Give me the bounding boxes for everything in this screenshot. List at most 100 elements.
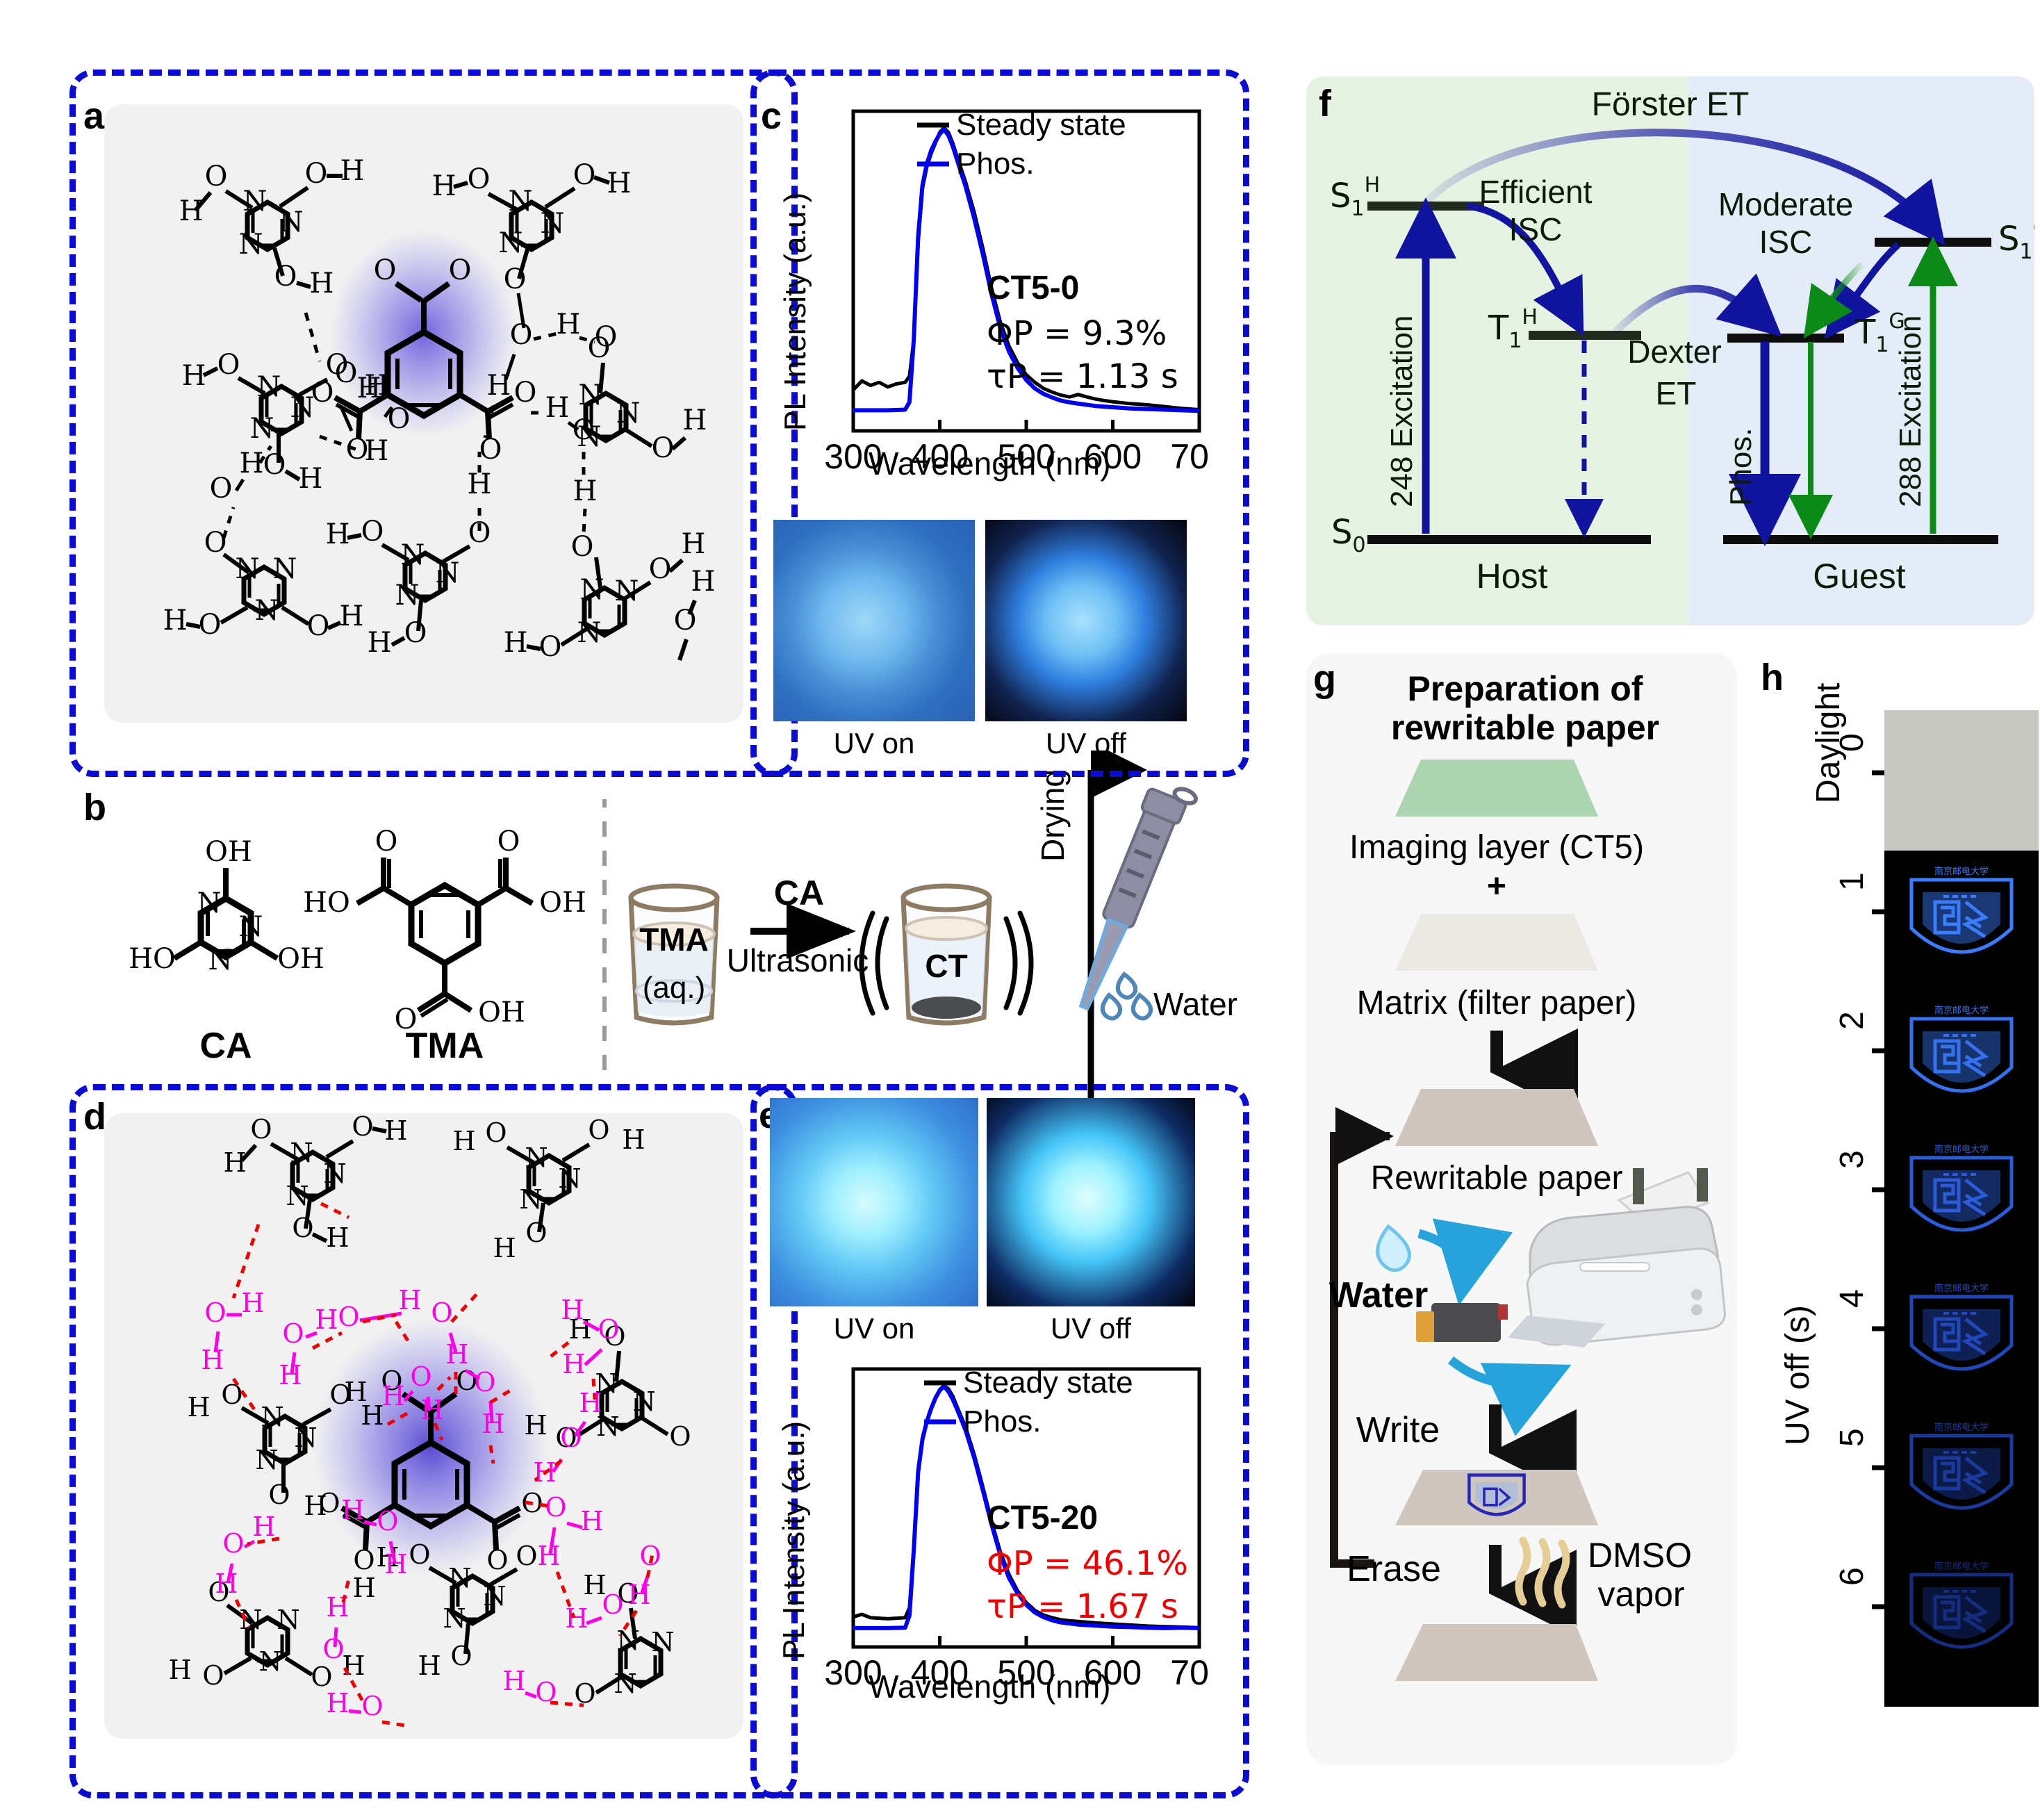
panel-h-tick-6: 6 bbox=[1834, 1567, 1870, 1586]
panel-e-photo-uvon bbox=[770, 1098, 978, 1306]
svg-text:O: O bbox=[353, 1545, 375, 1575]
svg-text:N: N bbox=[239, 229, 263, 261]
svg-text:O: O bbox=[221, 1379, 242, 1410]
arrow-label-bottom: Ultrasonic bbox=[727, 942, 869, 978]
svg-text:H: H bbox=[627, 1580, 650, 1610]
panel-f-label: f bbox=[1319, 83, 1331, 124]
svg-text:Phos.: Phos. bbox=[963, 1404, 1042, 1438]
svg-text:N: N bbox=[436, 557, 460, 589]
svg-text:N: N bbox=[208, 944, 233, 976]
label-rewritable-paper: Rewritable paper bbox=[1371, 1160, 1623, 1197]
svg-text:O: O bbox=[450, 1641, 472, 1671]
svg-text:H: H bbox=[607, 167, 632, 199]
svg-text:O: O bbox=[479, 434, 502, 466]
panel-c-label: c bbox=[761, 95, 782, 137]
svg-text:O: O bbox=[504, 263, 527, 295]
panel-h-logo-series: 南京邮电大学 bbox=[1884, 851, 2039, 1707]
svg-text:700: 700 bbox=[1170, 1653, 1209, 1692]
svg-text:O: O bbox=[311, 377, 334, 409]
svg-text:O: O bbox=[361, 516, 384, 548]
svg-text:O: O bbox=[560, 1423, 582, 1453]
svg-text:H: H bbox=[352, 1573, 375, 1603]
svg-text:H: H bbox=[583, 1570, 606, 1600]
label-guest: Guest bbox=[1813, 557, 1906, 596]
panel-h-photo-daylight bbox=[1884, 710, 2039, 851]
panel-f-background-host bbox=[1306, 76, 1688, 625]
label-plus: + bbox=[1487, 868, 1506, 905]
label-write: Write bbox=[1356, 1410, 1440, 1450]
svg-text:N: N bbox=[255, 595, 279, 627]
beaker1-label-line1: TMA bbox=[639, 921, 709, 958]
svg-text:N: N bbox=[595, 1368, 618, 1399]
panel-b-label: b bbox=[83, 787, 106, 828]
label-moderate-isc-2: ISC bbox=[1759, 224, 1813, 260]
svg-text:O: O bbox=[468, 163, 491, 195]
svg-text:H: H bbox=[504, 627, 528, 659]
svg-text:H: H bbox=[565, 1603, 588, 1634]
svg-text:H: H bbox=[340, 600, 364, 632]
svg-text:O: O bbox=[202, 1660, 224, 1691]
svg-text:N: N bbox=[499, 227, 523, 259]
panel-g-title-line1: Preparation of bbox=[1407, 669, 1643, 708]
svg-text:H: H bbox=[691, 566, 716, 598]
svg-text:H: H bbox=[326, 1688, 349, 1719]
svg-text:O: O bbox=[268, 1479, 290, 1510]
svg-text:O: O bbox=[514, 377, 537, 409]
label-dmso-1: DMSO bbox=[1588, 1536, 1692, 1575]
svg-text:400: 400 bbox=[911, 437, 969, 476]
svg-text:N: N bbox=[261, 1402, 283, 1432]
svg-text:N: N bbox=[395, 580, 420, 612]
svg-text:600: 600 bbox=[1084, 437, 1142, 476]
svg-text:N: N bbox=[596, 1411, 619, 1442]
svg-text:400: 400 bbox=[911, 1653, 969, 1692]
panel-b-scheme: OH HO OH NNN O HO bbox=[129, 799, 1034, 1077]
svg-text:H: H bbox=[568, 1314, 591, 1345]
svg-text:N: N bbox=[525, 1142, 548, 1173]
svg-text:O: O bbox=[602, 1589, 623, 1620]
label-dmso-2: vapor bbox=[1597, 1575, 1684, 1614]
svg-text:ΦP = 46.1%: ΦP = 46.1% bbox=[987, 1544, 1188, 1583]
label-forster-et: Förster ET bbox=[1592, 86, 1750, 123]
svg-text:H: H bbox=[445, 1339, 468, 1370]
svg-text:H: H bbox=[537, 1541, 560, 1571]
svg-text:O: O bbox=[322, 1634, 344, 1664]
svg-text:H: H bbox=[432, 170, 456, 202]
label-dexter-1: Dexter bbox=[1627, 334, 1721, 370]
svg-text:O: O bbox=[329, 1379, 351, 1410]
svg-text:H: H bbox=[315, 1304, 338, 1335]
svg-text:H: H bbox=[579, 1388, 602, 1418]
svg-text:OH: OH bbox=[539, 887, 586, 919]
svg-text:600: 600 bbox=[1084, 1653, 1142, 1692]
svg-text:H: H bbox=[398, 1285, 421, 1315]
chart-e-xlabel: Wavelength (nm) bbox=[869, 1669, 1111, 1705]
svg-text:O: O bbox=[598, 1314, 619, 1345]
label-matrix: Matrix (filter paper) bbox=[1357, 985, 1637, 1022]
svg-text:N: N bbox=[443, 1603, 466, 1634]
svg-text:O: O bbox=[377, 1506, 398, 1536]
svg-text:N: N bbox=[257, 371, 281, 403]
panel-c-photo-uvon bbox=[773, 520, 975, 721]
svg-text:H: H bbox=[545, 392, 570, 424]
svg-text:N: N bbox=[448, 1563, 471, 1593]
panel-e-chart: 300 400 500 600 700 Steady state Phos. CT5-20 ΦP… bbox=[824, 1366, 1209, 1692]
label-imaging-layer: Imaging layer (CT5) bbox=[1349, 829, 1644, 866]
state-label-t1h: T1H bbox=[1488, 305, 1538, 353]
svg-text:N: N bbox=[483, 1581, 506, 1612]
svg-text:N: N bbox=[279, 206, 304, 238]
svg-text:N: N bbox=[615, 575, 639, 607]
svg-text:HO: HO bbox=[303, 887, 350, 919]
svg-text:N: N bbox=[286, 1181, 309, 1211]
svg-text:H: H bbox=[482, 1409, 504, 1439]
svg-text:H: H bbox=[163, 605, 188, 637]
panel-d-hydrated-network: O OH OH OH NNN OH OH bbox=[168, 1113, 691, 1728]
panel-d-border bbox=[69, 1084, 798, 1798]
panel-h-tick-1: 1 bbox=[1834, 872, 1870, 891]
svg-text:Steady state: Steady state bbox=[956, 108, 1126, 142]
label-water: Water bbox=[1329, 1275, 1429, 1315]
svg-text:τP = 1.13 s: τP = 1.13 s bbox=[987, 357, 1178, 396]
svg-text:O: O bbox=[669, 1421, 691, 1452]
svg-text:N: N bbox=[255, 1445, 278, 1475]
drying-water-graphics bbox=[1078, 751, 1198, 1099]
svg-text:N: N bbox=[616, 397, 641, 429]
svg-text:H: H bbox=[418, 1650, 441, 1681]
